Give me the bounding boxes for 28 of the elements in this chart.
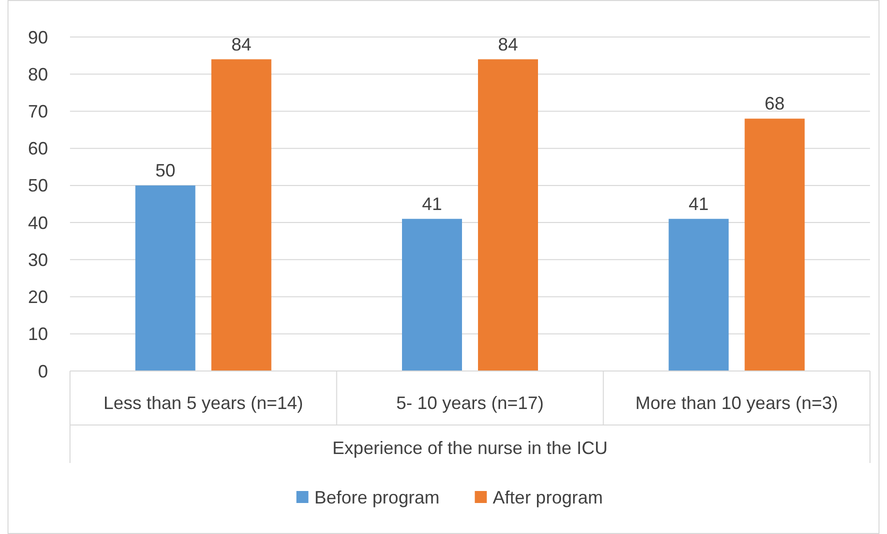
bar	[478, 59, 538, 371]
data-label: 84	[231, 34, 252, 54]
data-label: 68	[764, 94, 785, 114]
y-tick-label: 30	[28, 250, 48, 270]
data-label: 50	[155, 160, 176, 180]
legend-label: Before program	[314, 487, 440, 508]
y-tick-label: 40	[28, 212, 48, 233]
data-label: 41	[688, 194, 709, 214]
y-tick-label: 50	[28, 176, 48, 196]
y-tick-label: 0	[38, 361, 48, 382]
y-tick-label: 20	[28, 287, 48, 308]
y-tick-label: 60	[28, 138, 48, 159]
bar	[211, 59, 272, 371]
x-tick-label: Less than 5 years (n=14)	[104, 393, 304, 413]
y-tick-label: 80	[28, 64, 48, 84]
bar	[402, 218, 462, 371]
bar	[744, 118, 805, 371]
bar	[135, 185, 196, 371]
bar	[668, 218, 729, 371]
legend-label: After program	[492, 487, 603, 508]
y-tick-label: 70	[28, 102, 48, 122]
x-axis-title: Experience of the nurse in the ICU	[332, 438, 608, 458]
y-tick-label: 90	[28, 27, 48, 48]
data-label: 84	[498, 34, 518, 54]
x-tick-label: More than 10 years (n=3)	[635, 393, 838, 413]
data-label: 41	[422, 194, 442, 214]
x-tick-label: 5- 10 years (n=17)	[396, 393, 544, 413]
y-tick-label: 10	[28, 324, 48, 344]
